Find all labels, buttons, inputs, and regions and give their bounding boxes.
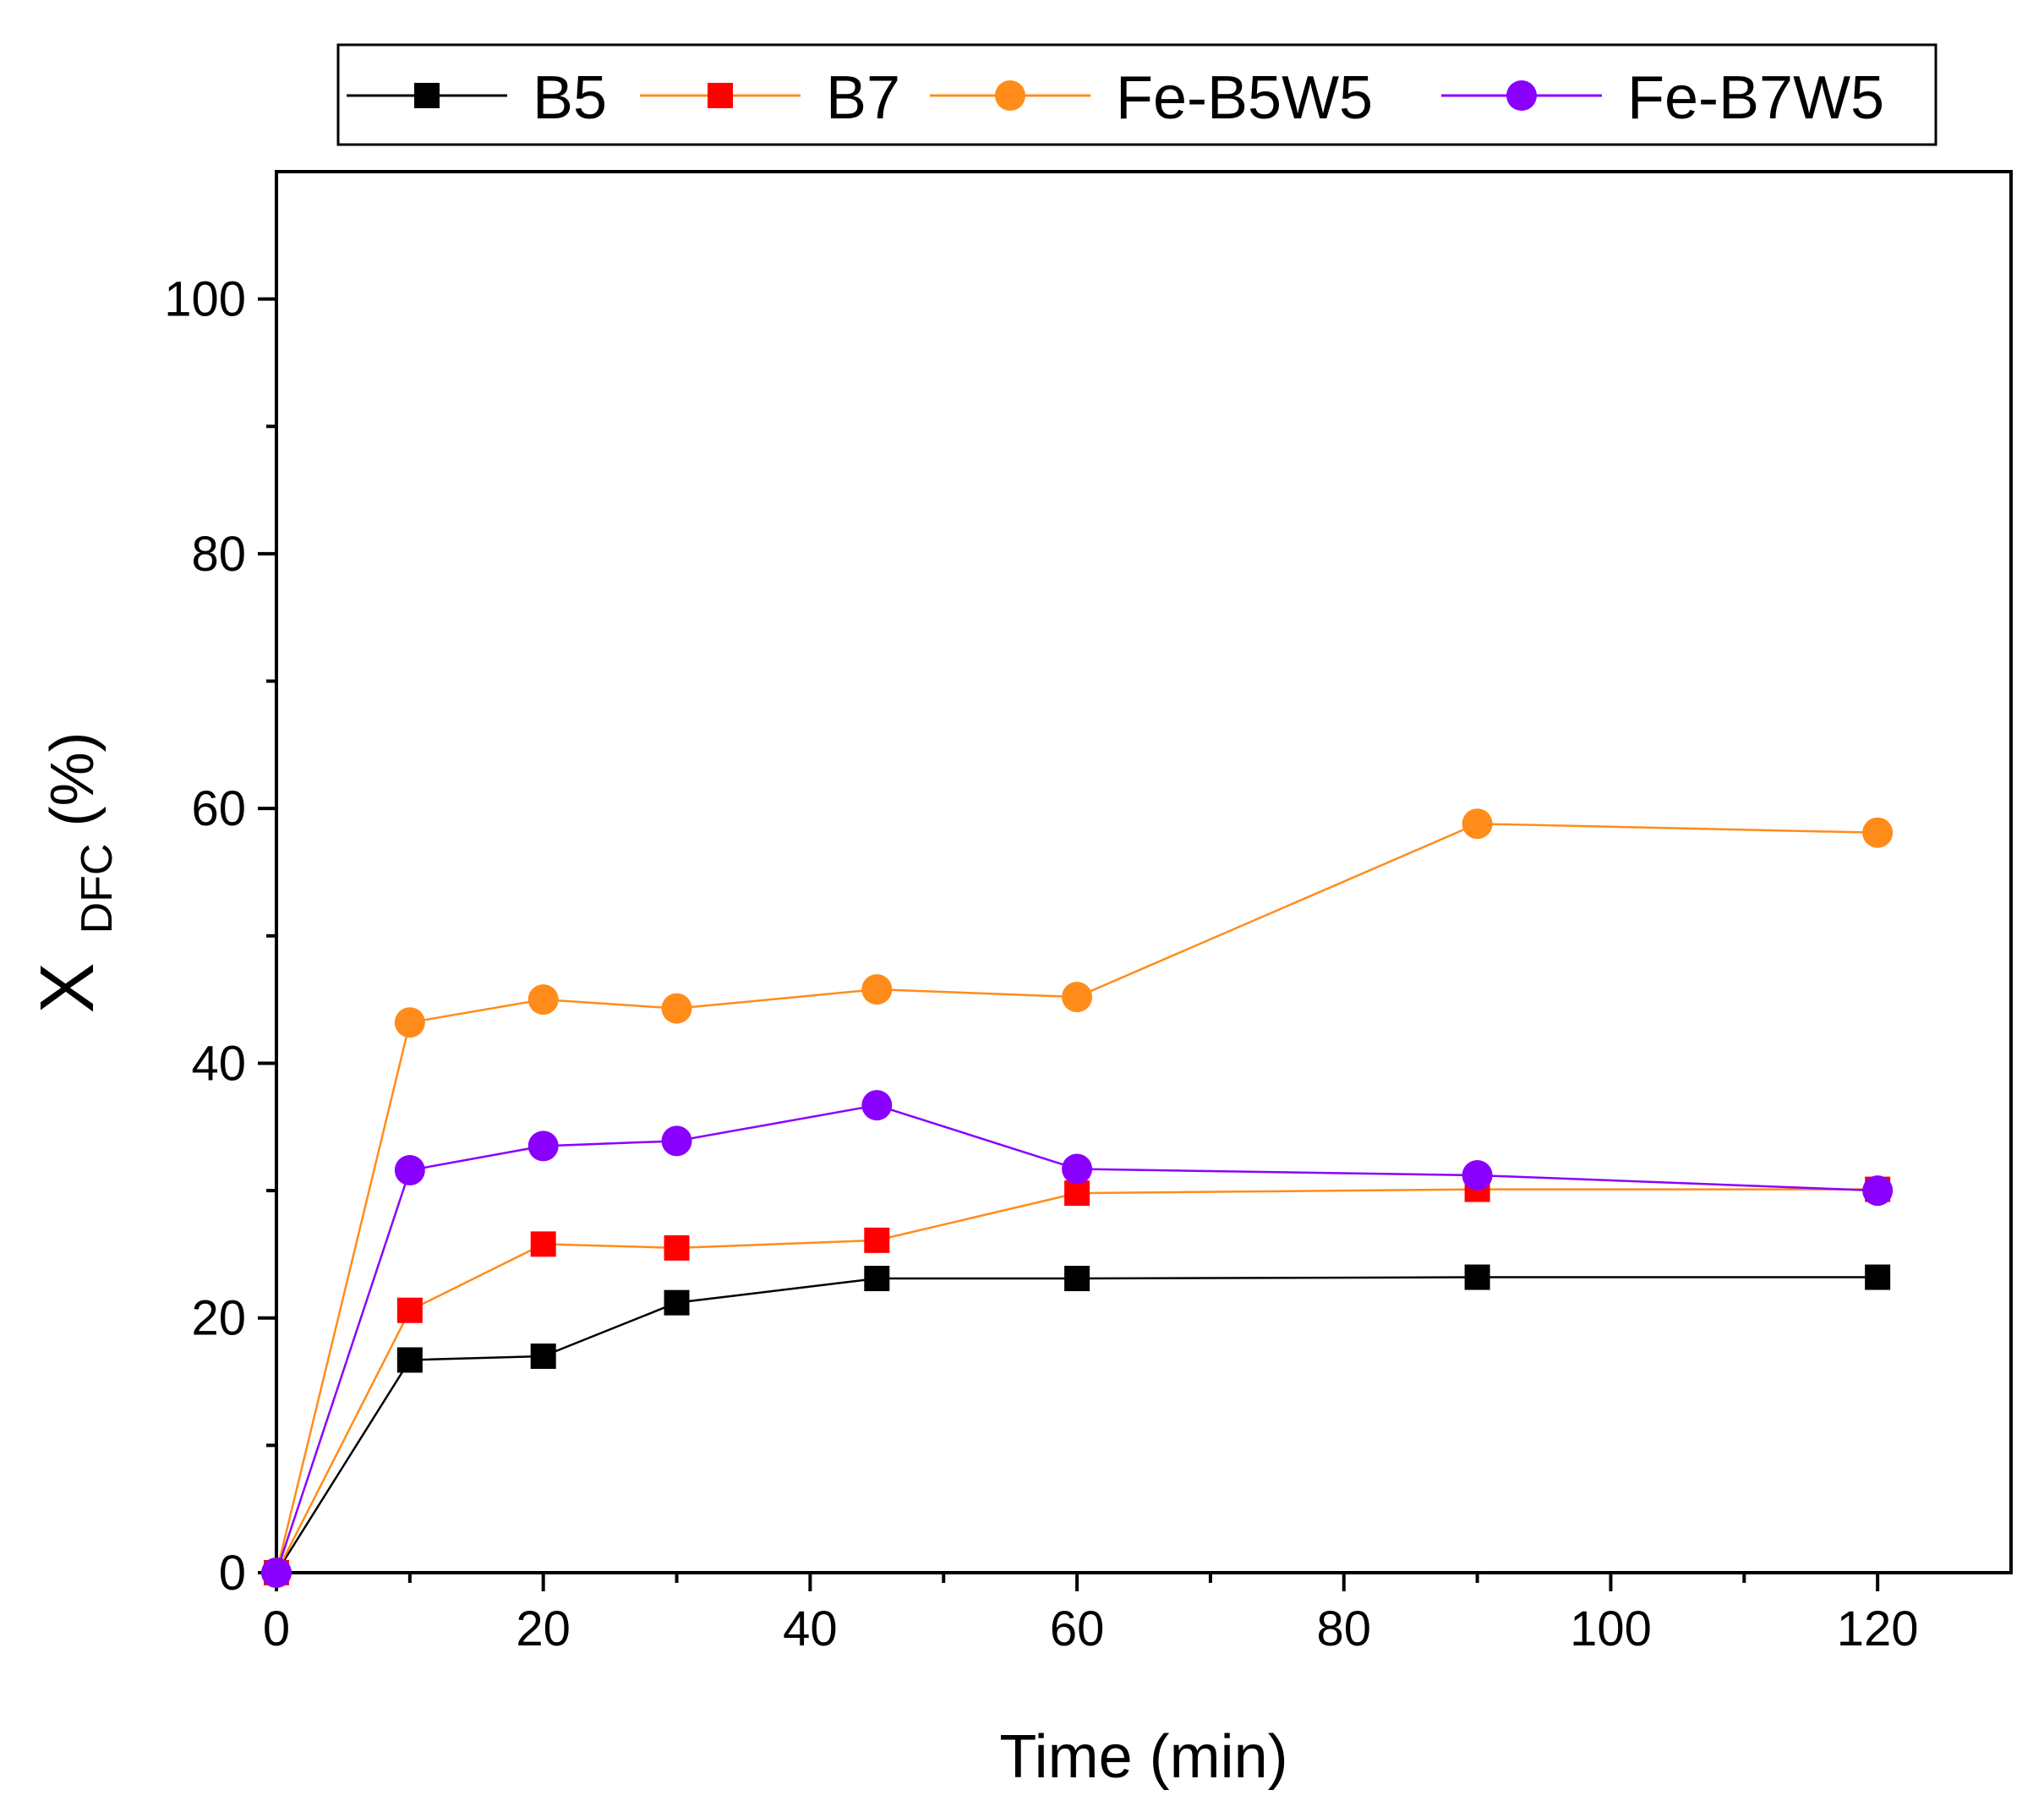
data-point-fe-b5w5 xyxy=(1062,982,1093,1013)
legend-marker xyxy=(708,83,733,108)
legend-item-fe-b7w5: Fe-B7W5 xyxy=(1441,64,1884,132)
y-tick-label: 40 xyxy=(191,1036,246,1091)
legend-marker xyxy=(995,80,1025,111)
data-point-b5 xyxy=(1865,1264,1891,1290)
data-point-fe-b7w5 xyxy=(261,1557,292,1588)
data-point-b5 xyxy=(1064,1266,1090,1292)
x-tick-label: 80 xyxy=(1317,1601,1372,1656)
data-point-b5 xyxy=(864,1266,890,1292)
data-point-b5 xyxy=(1464,1264,1490,1290)
series-b5 xyxy=(264,1264,1891,1585)
legend-label: B5 xyxy=(533,64,607,132)
x-tick-label: 0 xyxy=(263,1601,290,1656)
data-point-fe-b7w5 xyxy=(527,1130,559,1162)
data-point-fe-b7w5 xyxy=(394,1154,425,1185)
axis-ticks: 0 20 40 60 80 100 120 0 20 40 60 80 100 xyxy=(164,272,1918,1656)
x-tick-label: 60 xyxy=(1050,1601,1105,1656)
legend-item-fe-b5w5: Fe-B5W5 xyxy=(930,64,1373,132)
series-line-b7 xyxy=(275,1188,1878,1574)
data-point-fe-b5w5 xyxy=(661,993,692,1024)
data-point-b7 xyxy=(864,1227,890,1253)
y-axis-title-main: X xyxy=(25,962,110,1013)
legend-label: Fe-B7W5 xyxy=(1627,64,1884,132)
x-axis-title: Time (min) xyxy=(999,1723,1287,1791)
plot-frame xyxy=(275,170,2013,1574)
legend-label: B7 xyxy=(826,64,900,132)
x-tick-label: 40 xyxy=(783,1601,838,1656)
data-point-b7 xyxy=(396,1297,423,1323)
legend-box xyxy=(336,43,1937,146)
data-point-b5 xyxy=(396,1347,423,1373)
y-axis-title-suffix: (%) xyxy=(39,732,107,827)
data-point-fe-b5w5 xyxy=(1462,808,1493,840)
data-point-b7 xyxy=(1064,1180,1090,1207)
legend-marker xyxy=(414,83,440,108)
y-tick-label: 100 xyxy=(164,272,246,327)
y-axis-title-subscript: DFC xyxy=(73,844,122,934)
y-tick-label: 0 xyxy=(219,1546,246,1601)
legend-item-b5: B5 xyxy=(347,64,607,132)
legend-marker xyxy=(1506,80,1537,111)
series-fe-b7w5 xyxy=(261,1090,1894,1588)
data-point-fe-b5w5 xyxy=(527,984,559,1015)
series-line-fe-b5w5 xyxy=(275,823,1878,1574)
data-point-b5 xyxy=(530,1343,556,1369)
y-tick-label: 20 xyxy=(191,1291,246,1346)
data-point-fe-b5w5 xyxy=(1862,817,1894,848)
y-tick-label: 60 xyxy=(191,781,246,836)
data-point-fe-b7w5 xyxy=(861,1090,893,1121)
legend-label: Fe-B5W5 xyxy=(1116,64,1373,132)
series-line-fe-b7w5 xyxy=(275,1103,1878,1574)
data-point-b5 xyxy=(664,1289,690,1316)
y-axis-title: X DFC (%) xyxy=(25,732,125,1014)
svg-text:X DFC (%): X DFC (%) xyxy=(25,732,125,1014)
series-layer xyxy=(261,808,1894,1588)
data-point-fe-b7w5 xyxy=(1462,1160,1493,1191)
data-point-fe-b5w5 xyxy=(394,1007,425,1038)
x-tick-label: 100 xyxy=(1570,1601,1652,1656)
data-point-fe-b7w5 xyxy=(661,1125,692,1157)
x-tick-label: 20 xyxy=(516,1601,571,1656)
data-point-b7 xyxy=(664,1234,690,1261)
data-point-fe-b7w5 xyxy=(1062,1153,1093,1185)
data-point-fe-b7w5 xyxy=(1862,1175,1894,1207)
y-tick-label: 80 xyxy=(191,527,246,582)
x-tick-label: 120 xyxy=(1837,1601,1919,1656)
legend-item-b7: B7 xyxy=(640,64,900,132)
data-point-b7 xyxy=(530,1231,556,1257)
series-line-b5 xyxy=(275,1276,1878,1574)
legend: B5 B7 Fe-B5W5 Fe-B7W5 xyxy=(336,43,1937,146)
data-point-fe-b5w5 xyxy=(861,974,893,1005)
series-b7 xyxy=(264,1176,1891,1585)
